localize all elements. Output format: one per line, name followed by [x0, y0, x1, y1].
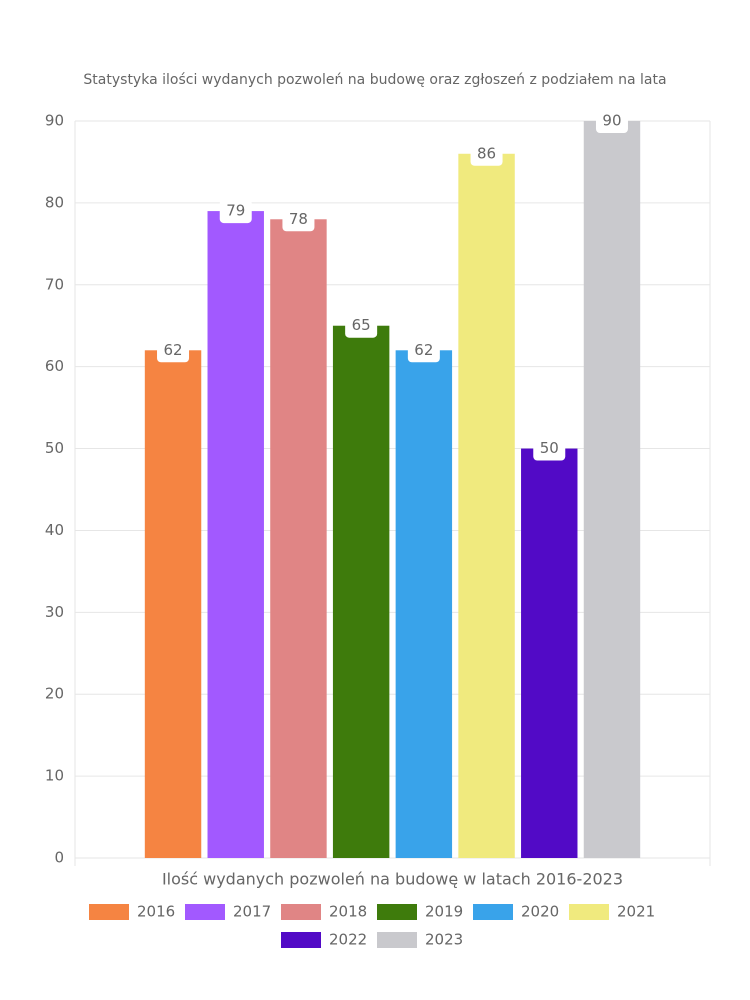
- y-tick-label: 0: [54, 849, 64, 867]
- data-label-text: 62: [163, 341, 182, 359]
- data-label-box: [219, 199, 252, 224]
- data-label-text: 62: [414, 341, 433, 359]
- data-label-text: 79: [226, 202, 245, 220]
- data-label: 62: [157, 338, 190, 363]
- legend-swatch: [89, 904, 129, 920]
- legend-item: 2023: [377, 931, 463, 949]
- legend-item: 2018: [281, 903, 367, 921]
- legend-swatch: [377, 904, 417, 920]
- bar: [395, 350, 453, 858]
- y-tick-label: 60: [45, 357, 64, 375]
- data-label-box: [533, 436, 566, 461]
- y-tick-label: 80: [45, 193, 64, 211]
- data-label: 62: [407, 338, 440, 363]
- data-label: 78: [282, 207, 315, 232]
- legend-swatch: [569, 904, 609, 920]
- data-label-box: [345, 313, 378, 338]
- legend-label: 2017: [233, 903, 271, 921]
- data-label: 50: [533, 436, 566, 461]
- y-tick-label: 70: [45, 275, 64, 293]
- y-tick-label: 90: [45, 112, 64, 130]
- data-label-text: 65: [352, 316, 371, 334]
- data-label-text: 86: [477, 144, 496, 162]
- legend-item: 2020: [473, 903, 559, 921]
- data-label-text: 78: [289, 210, 308, 228]
- legend-label: 2020: [521, 903, 559, 921]
- bar: [144, 350, 202, 858]
- data-label-box: [595, 109, 628, 133]
- y-tick-label: 50: [45, 439, 64, 457]
- legend-item: 2017: [185, 903, 271, 921]
- legend-item: 2019: [377, 903, 463, 921]
- legend-item: 2016: [89, 903, 175, 921]
- bar: [521, 448, 578, 858]
- legend-swatch: [377, 932, 417, 948]
- bar: [583, 121, 641, 858]
- chart-title: Statystyka ilości wydanych pozwoleń na b…: [83, 72, 666, 88]
- bar: [270, 219, 327, 858]
- y-tick-label: 20: [45, 685, 64, 703]
- y-tick-label: 40: [45, 521, 64, 539]
- bar: [207, 211, 264, 859]
- x-axis-label: Ilość wydanych pozwoleń na budowę w lata…: [162, 870, 623, 889]
- data-label-text: 50: [540, 439, 559, 457]
- legend-label: 2019: [425, 903, 463, 921]
- legend-swatch: [281, 932, 321, 948]
- legend-label: 2022: [329, 931, 367, 949]
- legend-swatch: [473, 904, 513, 920]
- y-tick-label: 10: [45, 767, 64, 785]
- data-label: 65: [345, 313, 378, 338]
- legend-label: 2021: [617, 903, 655, 921]
- legend-item: 2022: [281, 931, 367, 949]
- data-label-box: [470, 141, 503, 166]
- bar: [332, 325, 390, 858]
- legend-label: 2018: [329, 903, 367, 921]
- data-label: 86: [470, 141, 503, 166]
- legend-label: 2023: [425, 931, 463, 949]
- legend-label: 2016: [137, 903, 175, 921]
- data-label-text: 90: [602, 112, 621, 130]
- y-tick-label: 30: [45, 603, 64, 621]
- legend-swatch: [185, 904, 225, 920]
- data-label: 90: [595, 109, 628, 133]
- bar: [458, 153, 515, 858]
- data-label-box: [157, 338, 190, 363]
- data-label: 79: [219, 199, 252, 224]
- data-label-box: [282, 207, 315, 232]
- data-label-box: [407, 338, 440, 363]
- legend-swatch: [281, 904, 321, 920]
- legend-item: 2021: [569, 903, 655, 921]
